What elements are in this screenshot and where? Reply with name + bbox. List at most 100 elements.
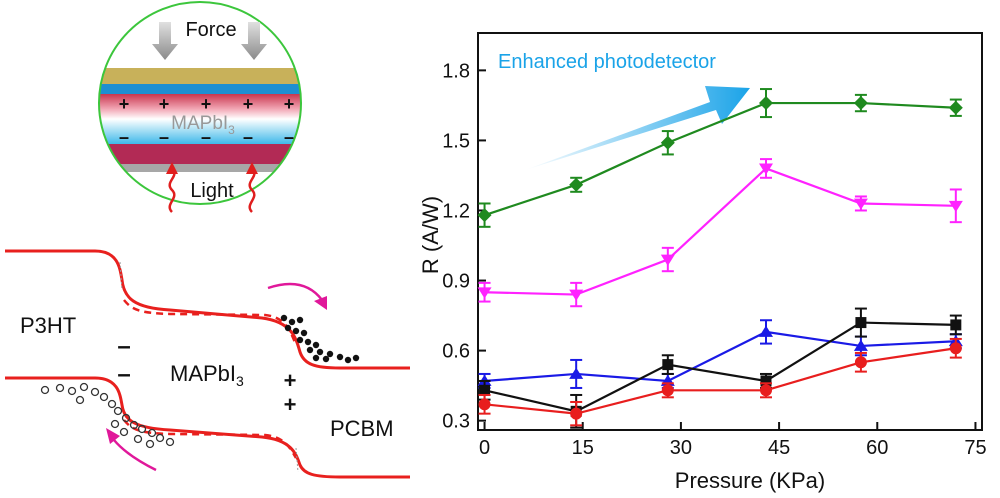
series-line: [484, 330, 956, 383]
y-tick-label: 0.6: [442, 341, 470, 363]
data-point-triangle-down: [853, 198, 868, 210]
band-plus-sign: +: [284, 368, 297, 393]
data-point-triangle-up: [569, 367, 584, 379]
y-tick-label: 0.9: [442, 271, 470, 293]
series-line: [484, 321, 956, 413]
upper-band-solid: [5, 249, 410, 370]
data-point-triangle-up: [853, 339, 868, 351]
y-tick-label: 1.5: [442, 130, 470, 152]
plot-frame: [477, 32, 983, 431]
series-line: [484, 101, 956, 217]
band-plus-sign: +: [284, 392, 297, 417]
data-point-circle: [949, 342, 962, 355]
y-tick-label: 1.2: [442, 200, 470, 222]
data-point-triangle-down: [477, 287, 492, 299]
force-arrow-right: [241, 22, 267, 60]
minus-charge: –: [159, 127, 169, 147]
plus-charge: +: [243, 94, 254, 114]
plus-charge: +: [119, 94, 130, 114]
data-point-triangle-down: [759, 163, 773, 175]
data-point-square: [855, 317, 867, 329]
substrate-layer: [99, 164, 301, 172]
pcbm-label: PCBM: [330, 416, 394, 441]
data-point-triangle-down: [660, 254, 675, 266]
minus-charge: –: [243, 127, 253, 147]
device-schematic: Force + + + + + MAPbI3 – – – – – Light: [98, 1, 302, 213]
data-point-diamond: [660, 135, 675, 150]
light-wave-right: [248, 169, 256, 213]
minus-charge: –: [119, 127, 129, 147]
x-axis-label: Pressure (KPa): [675, 468, 825, 493]
light-label: Light: [190, 180, 234, 202]
enhanced-photodetector-annotation: Enhanced photodetector: [498, 51, 716, 73]
band-diagram: P3HT – – MAPbI3 + + PCBM: [5, 249, 410, 479]
data-point-diamond: [853, 96, 868, 111]
data-point-square: [662, 359, 674, 371]
data-point-diamond: [477, 208, 492, 223]
upper-band-dashed: [123, 299, 298, 346]
plus-charge: +: [284, 94, 295, 114]
electron-dots: [280, 314, 360, 364]
data-point-diamond: [948, 100, 963, 115]
light-arrowhead-left: [166, 162, 178, 174]
y-tick-label: 1.8: [442, 60, 470, 82]
data-point-triangle-down: [948, 200, 963, 213]
series-square: [478, 307, 962, 429]
plus-charge: +: [201, 94, 212, 114]
x-tick-label: 15: [572, 437, 594, 459]
bottom-active-layer: [99, 144, 301, 164]
mapbi3-layer: [99, 94, 301, 144]
lower-band-dashed: [123, 419, 298, 459]
x-tick-label: 0: [479, 437, 490, 459]
lower-band-solid: [5, 376, 410, 479]
data-point-triangle-down: [569, 289, 584, 301]
data-point-diamond: [759, 96, 773, 111]
mapbi3-band-label: MAPbI3: [170, 361, 244, 389]
top-electrode-layer: [99, 68, 301, 84]
upper-interface-line: [119, 261, 123, 291]
y-tick-label: 0.3: [442, 411, 470, 433]
data-point-circle: [661, 384, 674, 397]
minus-charge: –: [201, 127, 211, 147]
force-arrow-left: [152, 22, 178, 60]
force-label: Force: [185, 19, 236, 41]
x-tick-label: 45: [768, 437, 790, 459]
hole-dots: [40, 382, 175, 449]
series-layer: [477, 88, 963, 429]
series-circle: [478, 337, 962, 427]
minus-charge: –: [284, 127, 294, 147]
data-point-circle: [760, 384, 772, 397]
data-point-square: [760, 375, 772, 387]
series-line: [484, 167, 956, 296]
plus-charge: +: [159, 94, 170, 114]
electron-flow-arrowhead: [314, 296, 327, 310]
responsivity-chart: 0 15 30 45 60 75 0.3 0.6 0.9 1.2 1.5 1.8 Enhanced p…: [418, 32, 987, 493]
electron-flow-arrow: [267, 282, 323, 301]
light-wave-left: [168, 169, 176, 213]
series-diamond: [477, 88, 963, 228]
data-point-circle: [570, 407, 583, 420]
enhanced-arrow-shape: [525, 86, 750, 170]
x-tick-label: 60: [866, 437, 888, 459]
series-triangle-up: [477, 319, 963, 389]
lower-interface-line: [295, 447, 299, 473]
data-point-diamond: [569, 177, 584, 192]
hole-flow-arrowhead: [106, 428, 120, 444]
hole-flow-arrow: [113, 439, 157, 472]
mapbi3-layer-label: MAPbI3: [171, 113, 235, 137]
data-point-circle: [854, 356, 867, 369]
band-minus-sign: –: [117, 333, 130, 360]
band-minus-sign: –: [117, 361, 130, 388]
x-tick-label: 75: [964, 437, 986, 459]
data-point-circle: [478, 398, 491, 411]
data-point-square: [479, 384, 491, 396]
enhanced-arrow: [525, 86, 750, 170]
light-arrowhead-right: [246, 162, 258, 174]
x-tick-label: 30: [670, 437, 692, 459]
data-point-triangle-up: [759, 325, 773, 337]
data-point-square: [950, 319, 962, 331]
blue-layer: [99, 84, 301, 94]
p3ht-label: P3HT: [20, 313, 76, 338]
series-triangle-down: [477, 158, 963, 308]
